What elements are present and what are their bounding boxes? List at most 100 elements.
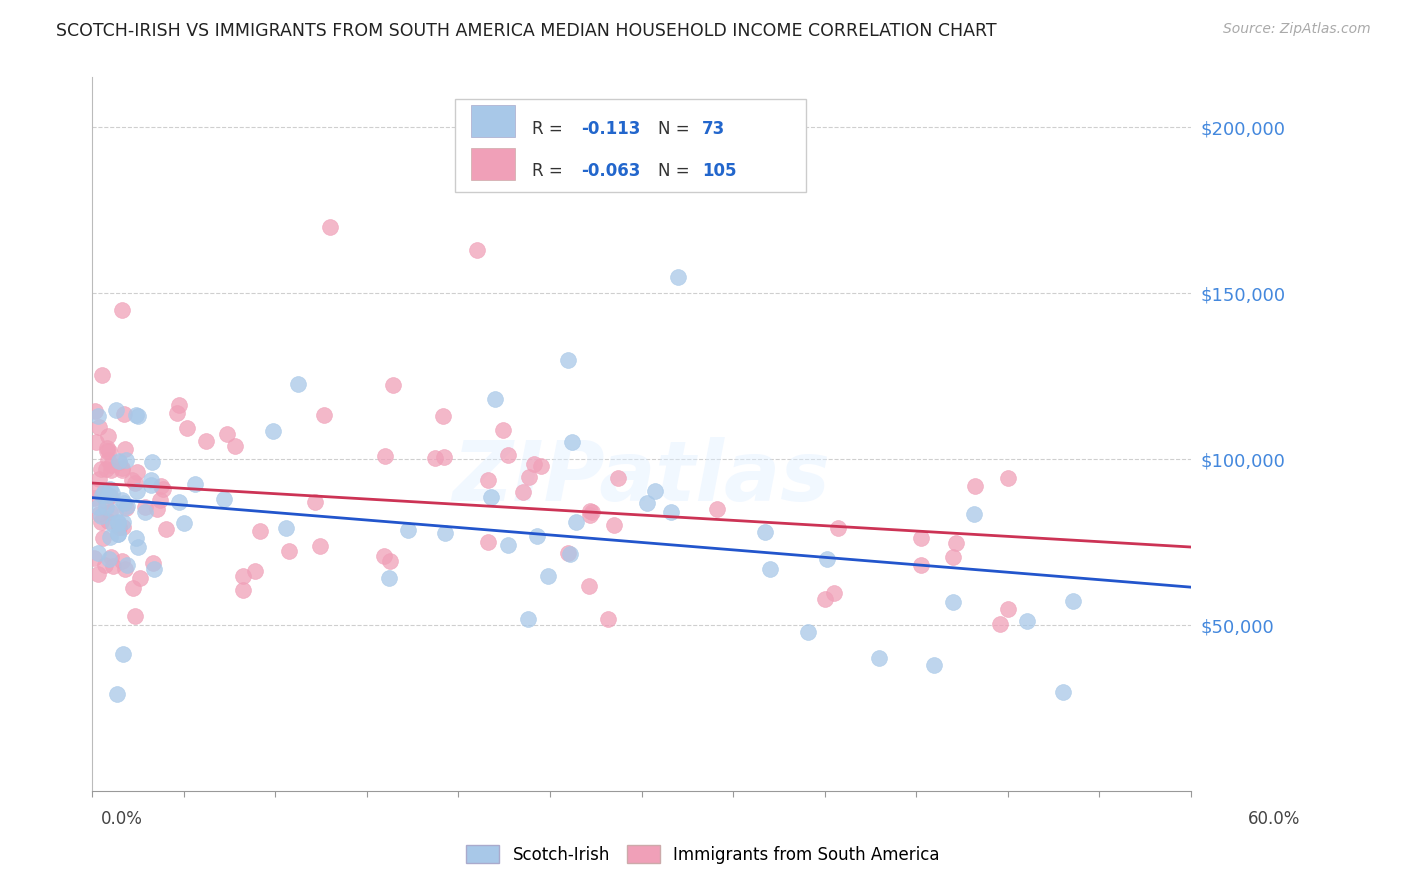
Point bbox=[111, 515, 134, 529]
Point bbox=[112, 407, 135, 421]
Bar bbox=[471, 148, 515, 180]
Point bbox=[215, 426, 238, 441]
Point bbox=[97, 488, 120, 502]
Point bbox=[598, 612, 620, 626]
Point bbox=[602, 518, 624, 533]
Point bbox=[997, 471, 1019, 485]
Text: ZIPatlas: ZIPatlas bbox=[453, 436, 831, 517]
Point bbox=[96, 486, 118, 500]
Point bbox=[813, 591, 835, 606]
Point bbox=[87, 472, 110, 486]
Point bbox=[107, 516, 129, 530]
Point bbox=[942, 595, 965, 609]
Point bbox=[112, 648, 135, 662]
Point bbox=[127, 409, 149, 423]
Point bbox=[167, 398, 190, 412]
Point bbox=[382, 377, 405, 392]
Point bbox=[115, 558, 138, 572]
Point bbox=[581, 505, 603, 519]
Point bbox=[90, 488, 112, 502]
Point bbox=[373, 549, 395, 564]
Point bbox=[287, 377, 309, 392]
Point bbox=[142, 556, 165, 570]
Point bbox=[134, 505, 156, 519]
Point bbox=[910, 558, 932, 572]
Point bbox=[107, 454, 129, 468]
Point bbox=[561, 434, 583, 449]
Point bbox=[564, 515, 586, 529]
Point bbox=[125, 531, 148, 545]
Point bbox=[661, 505, 683, 519]
Point bbox=[378, 554, 401, 568]
Point bbox=[100, 550, 122, 565]
Point bbox=[107, 527, 129, 541]
Point bbox=[111, 554, 134, 568]
Point bbox=[114, 442, 136, 457]
Point bbox=[942, 549, 965, 564]
Point bbox=[523, 457, 546, 471]
Point bbox=[98, 505, 121, 519]
Point bbox=[107, 520, 129, 534]
Point bbox=[517, 612, 540, 626]
Point bbox=[96, 442, 118, 456]
Point bbox=[1015, 614, 1038, 628]
Point bbox=[115, 452, 138, 467]
Point bbox=[127, 483, 149, 498]
Text: SCOTCH-IRISH VS IMMIGRANTS FROM SOUTH AMERICA MEDIAN HOUSEHOLD INCOME CORRELATIO: SCOTCH-IRISH VS IMMIGRANTS FROM SOUTH AM… bbox=[56, 22, 997, 40]
Text: Source: ZipAtlas.com: Source: ZipAtlas.com bbox=[1223, 22, 1371, 37]
Point bbox=[245, 564, 267, 578]
Point bbox=[963, 479, 986, 493]
Point bbox=[232, 569, 254, 583]
Point bbox=[94, 462, 117, 476]
Point bbox=[945, 535, 967, 549]
Point bbox=[87, 507, 110, 521]
Point bbox=[827, 521, 849, 535]
Point bbox=[91, 368, 114, 382]
Point bbox=[90, 509, 112, 524]
Point bbox=[100, 463, 122, 477]
Point bbox=[108, 455, 131, 469]
Point bbox=[84, 404, 107, 418]
Point bbox=[963, 507, 986, 521]
Point bbox=[195, 434, 218, 448]
Point bbox=[129, 571, 152, 585]
Point bbox=[104, 403, 127, 417]
Point bbox=[249, 524, 271, 539]
Point bbox=[149, 479, 172, 493]
Point bbox=[98, 530, 121, 544]
Point bbox=[141, 455, 163, 469]
Text: -0.113: -0.113 bbox=[581, 120, 641, 137]
Point bbox=[526, 529, 548, 543]
Point bbox=[86, 434, 108, 449]
Point bbox=[114, 562, 136, 576]
Point bbox=[98, 552, 121, 566]
Point bbox=[173, 516, 195, 530]
Point bbox=[477, 535, 499, 549]
Point bbox=[224, 439, 246, 453]
Point bbox=[579, 504, 602, 518]
Point bbox=[98, 482, 121, 496]
Point bbox=[423, 451, 446, 466]
Point bbox=[374, 449, 396, 463]
Point bbox=[121, 582, 143, 596]
Bar bbox=[471, 105, 515, 137]
Point bbox=[512, 484, 534, 499]
Point bbox=[232, 582, 254, 597]
Point bbox=[479, 490, 502, 504]
Point bbox=[107, 516, 129, 530]
Point bbox=[433, 450, 456, 464]
Point bbox=[558, 548, 581, 562]
Point bbox=[111, 303, 134, 318]
Point bbox=[557, 545, 579, 559]
Point bbox=[108, 520, 131, 534]
Legend: Scotch-Irish, Immigrants from South America: Scotch-Irish, Immigrants from South Amer… bbox=[460, 838, 946, 871]
Point bbox=[496, 448, 519, 462]
Point bbox=[111, 519, 134, 533]
Point bbox=[644, 484, 666, 499]
Point bbox=[304, 495, 326, 509]
Point bbox=[100, 485, 122, 500]
Point bbox=[97, 514, 120, 528]
Point bbox=[93, 484, 115, 499]
Point bbox=[101, 517, 124, 532]
Point bbox=[166, 406, 188, 420]
